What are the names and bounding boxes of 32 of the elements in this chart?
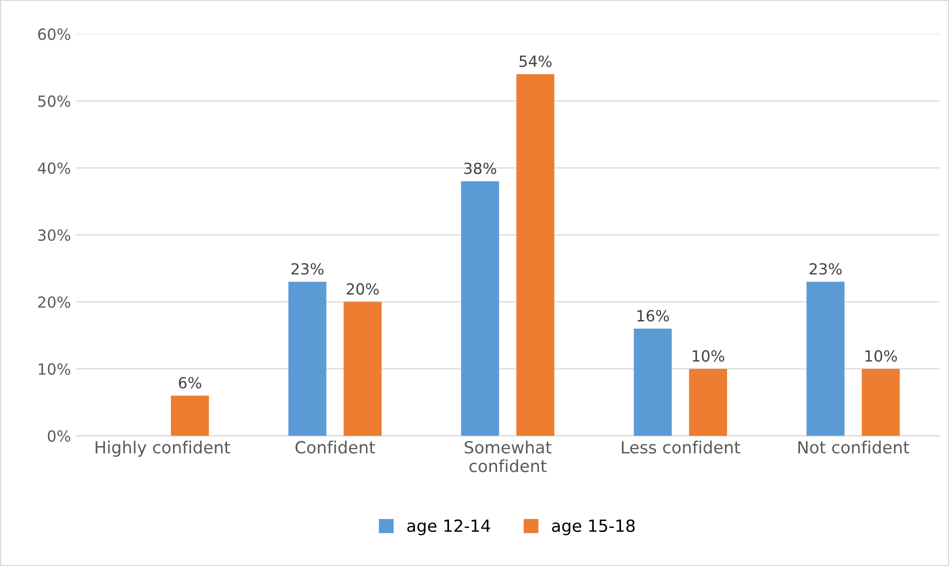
y-tick-label: 10% — [38, 363, 70, 375]
data-label: 10% — [692, 350, 724, 362]
bar — [806, 282, 845, 436]
legend-label: age 12-14 — [407, 519, 490, 536]
x-tick-label: Less confident — [622, 440, 740, 454]
bar — [689, 368, 728, 436]
y-tick-label: 30% — [38, 229, 70, 241]
data-label: 54% — [520, 55, 552, 68]
y-tick-label: 60% — [38, 28, 70, 40]
y-tick-label: 20% — [38, 296, 70, 308]
bar — [288, 282, 326, 436]
bar — [170, 396, 209, 436]
bar — [634, 328, 672, 436]
data-label: 6% — [178, 376, 202, 389]
x-tick-label: Confident — [296, 440, 376, 454]
data-label: 23% — [292, 263, 324, 275]
data-label: 16% — [638, 310, 669, 322]
data-label: 20% — [346, 283, 379, 295]
x-tick-label: Highly confident — [96, 440, 230, 457]
legend-label: age 15-18 — [552, 519, 635, 536]
bar — [516, 74, 554, 436]
x-tick-label: Somewhat confident — [464, 440, 552, 472]
bar — [461, 181, 500, 436]
y-tick-label: 50% — [38, 95, 70, 107]
data-label: 23% — [810, 263, 842, 275]
data-label: 10% — [865, 350, 897, 362]
y-tick-label: 0% — [48, 430, 70, 442]
y-tick-label: 40% — [38, 162, 70, 174]
bar — [344, 302, 382, 436]
bar — [862, 368, 900, 436]
data-label: 38% — [464, 162, 496, 174]
x-tick-label: Not confident — [798, 440, 910, 454]
